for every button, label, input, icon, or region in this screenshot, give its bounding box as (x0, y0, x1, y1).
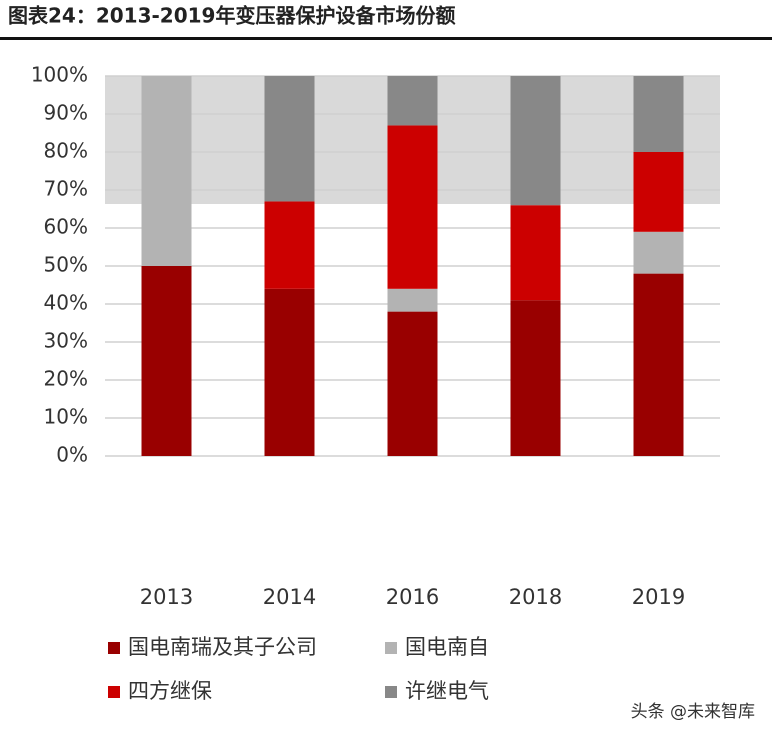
y-tick-label: 40% (44, 291, 88, 315)
y-tick-label: 80% (44, 139, 88, 163)
title-rule (0, 37, 772, 40)
legend-swatch (108, 686, 120, 698)
y-tick-label: 0% (56, 443, 88, 467)
y-tick-label: 30% (44, 329, 88, 353)
x-tick-label: 2014 (263, 585, 316, 609)
y-tick-label: 70% (44, 177, 88, 201)
bar-segment (387, 311, 438, 456)
legend-label: 四方继保 (128, 679, 212, 703)
legend-swatch (385, 686, 397, 698)
legend-label: 许继电气 (405, 679, 489, 703)
x-tick-label: 2019 (632, 585, 685, 609)
bar-segment (633, 76, 684, 152)
bar-segment (387, 288, 438, 312)
bar-segment (633, 231, 684, 274)
legend-swatch (385, 642, 397, 654)
y-tick-label: 50% (44, 253, 88, 277)
bar-segment (510, 300, 561, 456)
x-tick-label: 2018 (509, 585, 562, 609)
y-tick-label: 90% (44, 101, 88, 125)
bar-segment (264, 288, 315, 456)
bar-segment (264, 76, 315, 202)
x-tick-label: 2016 (386, 585, 439, 609)
chart-title: 图表24：2013-2019年变压器保护设备市场份额 (8, 4, 455, 28)
bar-segment (633, 273, 684, 456)
bar-segment (264, 201, 315, 289)
bar-segment (633, 152, 684, 232)
bar-segment (141, 266, 192, 456)
legend-label: 国电南瑞及其子公司 (128, 635, 317, 659)
legend-swatch (108, 642, 120, 654)
y-tick-label: 60% (44, 215, 88, 239)
bar-segment (387, 76, 438, 126)
y-tick-label: 20% (44, 367, 88, 391)
watermark: 头条 @未来智库 (631, 702, 755, 722)
legend-label: 国电南自 (405, 635, 489, 659)
y-tick-label: 100% (31, 63, 88, 87)
y-tick-label: 10% (44, 405, 88, 429)
bar-segment (510, 205, 561, 301)
bar-segment (387, 125, 438, 289)
bar-segment (510, 76, 561, 206)
x-tick-label: 2013 (140, 585, 193, 609)
bar-segment (141, 76, 192, 266)
